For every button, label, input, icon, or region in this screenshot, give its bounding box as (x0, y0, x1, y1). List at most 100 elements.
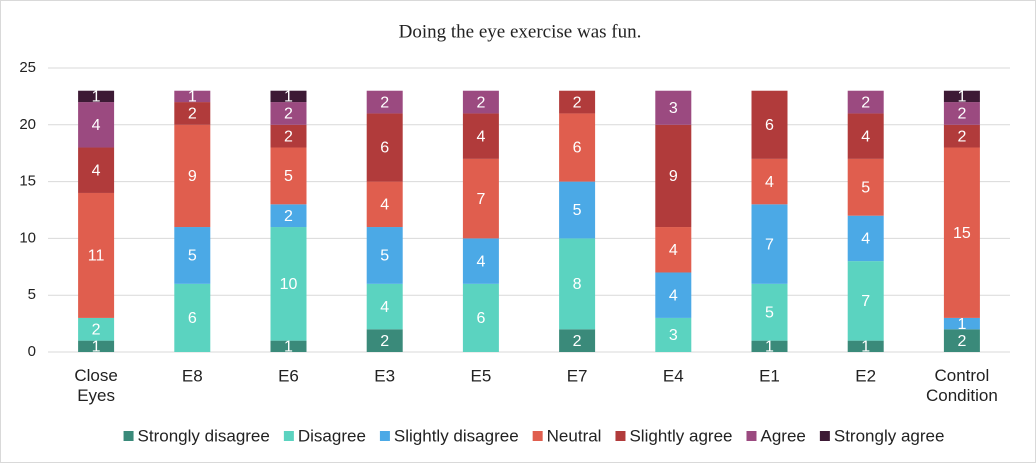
legend-swatch (615, 431, 626, 441)
data-label: 2 (284, 128, 293, 145)
bar-segment (174, 227, 211, 284)
bar-segment (78, 102, 115, 148)
bar-segment (751, 204, 788, 284)
legend-label: Strongly disagree (138, 426, 270, 445)
data-label: 2 (861, 94, 870, 111)
data-label: 6 (188, 310, 197, 327)
legend-swatch (746, 431, 757, 441)
data-label: 4 (669, 287, 678, 304)
legend-label: Strongly agree (834, 426, 945, 445)
data-label: 9 (188, 168, 197, 185)
bar-segment (751, 340, 788, 352)
data-label: 2 (573, 333, 582, 350)
data-label: 4 (669, 242, 678, 259)
bar-segment (462, 283, 499, 352)
bar-segment (366, 113, 403, 182)
data-label: 6 (380, 140, 389, 157)
bar-segment (270, 204, 307, 228)
data-label: 1 (957, 89, 966, 106)
bar-segment (559, 181, 596, 239)
bar-segment (655, 227, 692, 273)
legend-label: Slightly disagree (394, 426, 519, 445)
data-label: 4 (380, 299, 389, 316)
data-label: 7 (861, 293, 870, 310)
data-label: 7 (765, 236, 774, 253)
bar-segment (847, 90, 884, 114)
data-label: 1 (861, 339, 870, 356)
bar-segment (462, 238, 499, 284)
data-label: 3 (669, 327, 678, 344)
bar-segment (462, 113, 499, 159)
bar-segment (751, 158, 788, 205)
bar-segment (943, 329, 980, 352)
data-label: 6 (476, 310, 485, 327)
bar-segment (270, 90, 307, 103)
data-label: 2 (957, 106, 966, 123)
bar-segment (366, 90, 403, 114)
bar-segment (270, 124, 307, 148)
legend-label: Neutral (547, 426, 602, 445)
bar-segment (559, 238, 596, 330)
bar-segment (943, 102, 980, 125)
bar-segment (366, 283, 403, 330)
y-tick-label: 0 (28, 343, 36, 360)
bar-segment (174, 283, 211, 352)
data-label: 7 (476, 191, 485, 208)
x-tick-label: Close Eyes (74, 366, 117, 405)
legend-label: Slightly agree (629, 426, 732, 445)
legend-swatch (532, 431, 543, 441)
data-label: 2 (380, 333, 389, 350)
bar-segment (943, 124, 980, 148)
data-label: 2 (188, 106, 197, 123)
bar-segment (847, 340, 884, 352)
bar-segment (751, 283, 788, 341)
data-label: 2 (284, 208, 293, 225)
x-tick-label: E1 (759, 366, 780, 385)
bar-segment (366, 227, 403, 284)
bar-segment (174, 124, 211, 228)
data-label: 6 (573, 140, 582, 157)
data-label: 2 (380, 94, 389, 111)
bar-segment (462, 158, 499, 239)
bar-segment (270, 340, 307, 352)
data-label: 5 (573, 202, 582, 219)
y-tick-label: 10 (19, 229, 36, 246)
bar-segment (943, 317, 980, 330)
y-tick-label: 15 (19, 173, 36, 190)
data-label: 1 (92, 339, 101, 356)
y-tick-label: 25 (19, 59, 36, 76)
bar-segment (78, 317, 115, 341)
legend-swatch (123, 431, 134, 441)
data-label: 2 (284, 106, 293, 123)
data-label: 5 (765, 304, 774, 321)
bar-segment (847, 113, 884, 159)
legend-swatch (283, 431, 294, 441)
bar-segment (943, 147, 980, 318)
x-tick-label: E6 (278, 366, 299, 385)
data-label: 8 (573, 276, 582, 293)
data-label: 2 (957, 333, 966, 350)
chart-title: Doing the eye exercise was fun. (399, 21, 642, 42)
data-label: 2 (476, 94, 485, 111)
data-label: 5 (284, 168, 293, 185)
data-label: 1 (188, 89, 197, 106)
x-tick-label: E2 (855, 366, 876, 385)
data-label: 9 (669, 168, 678, 185)
bar-segment (174, 102, 211, 125)
data-label: 10 (280, 276, 298, 293)
data-label: 4 (476, 128, 485, 145)
x-tick-label: E3 (374, 366, 395, 385)
x-tick-label: Control Condition (926, 366, 998, 405)
data-label: 5 (861, 179, 870, 196)
bar-segment (847, 261, 884, 341)
data-label: 1 (284, 339, 293, 356)
bar-segment (270, 102, 307, 125)
bar-segment (559, 113, 596, 182)
bar-segment (366, 329, 403, 352)
bar-segment (78, 90, 115, 103)
x-tick-label: E7 (567, 366, 588, 385)
data-label: 15 (953, 225, 971, 242)
legend-swatch (819, 431, 830, 441)
bar-segment (270, 227, 307, 341)
bar-segment (366, 181, 403, 228)
